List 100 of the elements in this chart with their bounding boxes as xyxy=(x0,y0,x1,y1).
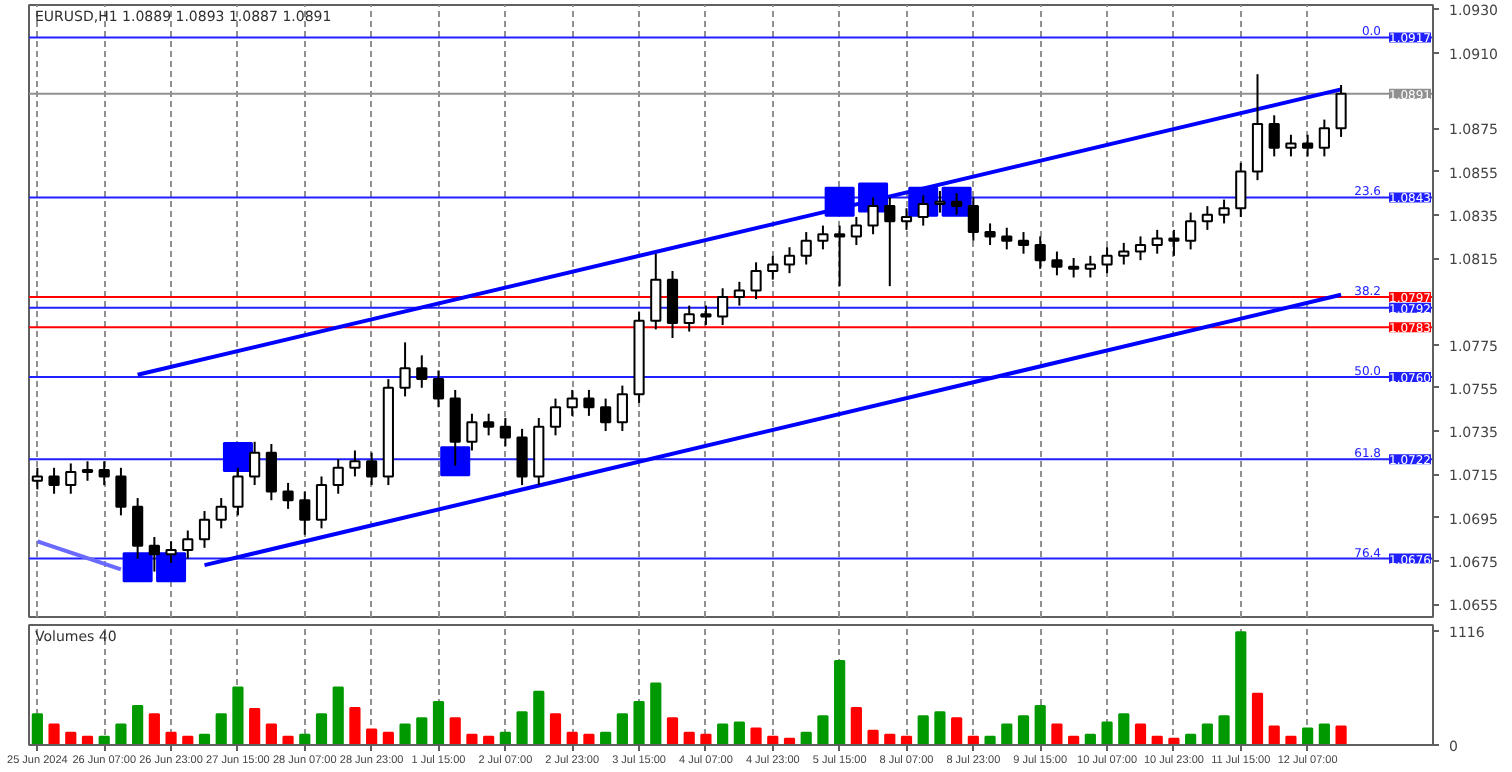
candlestick xyxy=(1001,226,1013,251)
bar xyxy=(416,717,428,745)
candlestick xyxy=(65,462,77,495)
bar xyxy=(215,713,227,745)
candlestick xyxy=(265,443,277,502)
bar xyxy=(315,713,328,745)
bar xyxy=(733,721,745,745)
bar xyxy=(700,733,712,745)
candlestick xyxy=(683,304,695,333)
candlestick xyxy=(700,304,712,327)
candlestick xyxy=(650,252,662,331)
bar xyxy=(1034,705,1046,745)
candlestick xyxy=(800,231,812,266)
candlestick xyxy=(299,490,311,536)
bar xyxy=(1134,723,1147,745)
bar xyxy=(198,733,211,745)
bar xyxy=(48,723,60,745)
candlestick xyxy=(1318,118,1330,158)
candlestick xyxy=(315,475,328,530)
candlestick xyxy=(198,510,211,549)
candlestick xyxy=(1134,235,1147,262)
point xyxy=(222,441,253,472)
point xyxy=(156,552,187,583)
candlestick xyxy=(951,192,963,216)
bar xyxy=(600,731,612,745)
bar xyxy=(533,690,545,745)
candlestick xyxy=(449,388,461,467)
bar xyxy=(466,733,478,745)
candlestick xyxy=(48,466,60,495)
bar xyxy=(449,717,461,745)
bar xyxy=(917,715,929,745)
bar xyxy=(549,713,562,745)
bar xyxy=(1218,715,1230,745)
bar xyxy=(583,733,595,745)
bar xyxy=(683,731,695,745)
candlestick xyxy=(366,451,378,487)
bar xyxy=(232,686,244,745)
bar xyxy=(132,705,144,745)
candlestick xyxy=(1034,235,1046,270)
candlestick xyxy=(115,466,127,517)
bar xyxy=(633,700,645,745)
candlestick xyxy=(616,384,628,433)
candlestick xyxy=(132,497,144,560)
bar xyxy=(650,682,662,745)
point xyxy=(122,552,153,583)
candlestick xyxy=(549,397,562,437)
candlestick xyxy=(399,341,411,398)
bar xyxy=(934,711,946,745)
candlestick xyxy=(516,427,528,487)
bar xyxy=(1185,733,1197,745)
bar xyxy=(951,717,963,745)
candlestick xyxy=(900,207,913,231)
bar xyxy=(115,723,127,745)
bar xyxy=(249,708,261,745)
candlestick xyxy=(165,540,177,564)
candlestick xyxy=(232,466,244,517)
candlestick xyxy=(81,460,94,482)
bar xyxy=(1084,733,1096,745)
candlestick xyxy=(750,261,762,301)
bar xyxy=(1335,725,1347,745)
bar xyxy=(867,729,879,745)
bar xyxy=(432,700,445,745)
candlestick xyxy=(884,196,896,288)
bar xyxy=(399,723,411,745)
bar xyxy=(165,731,177,745)
bar xyxy=(148,713,160,745)
candlestick xyxy=(717,287,729,327)
candlestick xyxy=(934,189,946,214)
candlestick xyxy=(1235,161,1247,218)
candlestick xyxy=(215,497,227,530)
bar xyxy=(1302,727,1314,745)
candlestick xyxy=(1201,205,1213,231)
bar xyxy=(349,707,361,745)
candlestick xyxy=(666,269,679,340)
candlestick xyxy=(1084,254,1096,279)
candlestick xyxy=(1185,211,1197,251)
candlestick xyxy=(600,397,612,433)
bar xyxy=(382,731,394,745)
candlestick xyxy=(1251,73,1264,182)
bar xyxy=(850,707,862,745)
candlestick xyxy=(733,280,745,307)
candlestick xyxy=(182,529,194,560)
candlestick xyxy=(1101,246,1113,275)
bar xyxy=(884,733,896,745)
bar xyxy=(1268,725,1280,745)
bar xyxy=(1318,723,1330,745)
bar xyxy=(750,727,762,745)
bar xyxy=(1201,723,1213,745)
candlestick xyxy=(583,388,595,417)
candlestick xyxy=(1151,228,1163,255)
bar xyxy=(834,659,846,745)
candlestick xyxy=(349,449,361,478)
candlestick xyxy=(31,466,43,491)
candlestick xyxy=(967,196,979,242)
bar xyxy=(616,713,628,745)
candlestick xyxy=(416,354,428,389)
bar xyxy=(984,735,996,745)
candlestick xyxy=(834,224,846,288)
candlestick xyxy=(1268,114,1280,158)
bar xyxy=(299,733,311,745)
